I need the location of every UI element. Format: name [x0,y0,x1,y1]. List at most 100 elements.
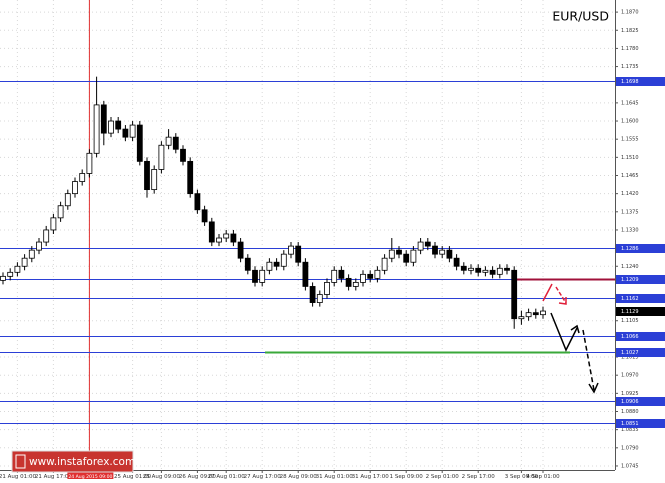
x-tick-label: 31 Aug 17:00 [352,474,390,479]
x-tick-label: 24 Aug 2015 09:00 [68,474,112,479]
level-label: 1.1027 [621,350,639,356]
candle-body [352,282,359,287]
candle-body [367,273,374,279]
x-tick-label: 31 Aug 01:00 [316,474,354,479]
candle-body [432,245,438,255]
candle-body [511,269,518,320]
x-tick-label: 27 Aug 17:00 [244,474,282,479]
y-tick-label: 1.1105 [621,318,639,324]
candle-body [86,152,93,174]
candle-body [201,209,208,223]
candle-body [57,205,64,219]
candle-body [374,269,381,279]
candle-body [410,249,417,263]
level-label-box [616,275,665,284]
level-label-box [616,332,665,341]
y-tick-label: 1.1555 [621,137,639,143]
y-tick-label: 1.1645 [621,100,639,106]
y-tick-label: 1.1870 [621,10,639,16]
x-tick-label: 21 Aug 17:00 [35,474,73,479]
candle-body [259,269,266,283]
x-tick-label: 4 Sep 01:00 [526,474,560,479]
candle-body [280,253,287,267]
candle-body [468,267,474,271]
y-tick-label: 1.0970 [621,373,639,379]
watermark-logo [15,454,26,469]
candle-body [482,269,489,273]
y-tick-label: 1.1420 [621,191,639,197]
level-label-box [616,294,665,303]
candle-body [230,233,237,243]
x-tick-label: 27 Aug 01:00 [208,474,246,479]
candle-body [388,249,395,259]
y-tick-label: 1.0835 [621,427,639,433]
candle-body [381,257,388,271]
candle-body [0,275,6,281]
candle-body [453,257,460,267]
y-tick-label: 1.1015 [621,355,639,361]
candle-body [115,120,122,130]
candle-body [252,269,258,283]
candle-body [403,253,410,263]
y-tick-label: 1.1510 [621,155,639,161]
candle-body [540,310,546,316]
candle-body [208,221,215,243]
candle-body [129,124,136,138]
level-label-box [616,307,665,316]
candle-body [518,316,525,320]
watermark: www.instaforex.com [11,450,135,473]
candle-body [266,261,273,271]
forecast-arrows [542,283,599,394]
y-tick-label: 1.1735 [621,64,639,70]
candle-body [360,273,366,283]
level-label: 1.0906 [621,399,639,405]
x-tick-label: 25 Aug 09:00 [143,474,181,479]
y-tick-label: 1.1780 [621,46,639,52]
x-tick-label: 3 Sep 09:00 [505,474,539,479]
candle-body [324,282,330,295]
candle-body [172,136,179,150]
level-label-box [616,244,665,253]
candle-body [460,265,467,271]
level-label: 1.1129 [621,309,639,315]
y-tick-label: 1.0925 [621,391,639,397]
candle-body [180,148,186,162]
candle-body [36,241,42,251]
candle-body [532,312,539,316]
candle-body [424,241,431,247]
y-tick-label: 1.1600 [621,119,639,125]
candle-body [144,160,150,191]
candle-body [100,104,107,134]
level-label: 1.1286 [621,246,639,252]
watermark-box [11,450,134,473]
candle-body [158,144,165,170]
candle-body [28,249,35,259]
candle-body [273,261,280,267]
y-tick-label: 1.0880 [621,409,639,415]
candle-body [396,249,402,255]
watermark-text: www.instaforex.com [29,456,135,468]
level-label: 1.1209 [621,277,639,283]
y-tick-label: 1.0790 [621,445,639,451]
candle-body [489,269,496,275]
y-tick-label: 1.1375 [621,209,639,215]
candle-body [216,237,222,243]
candle-body [72,181,78,195]
candle-body [43,229,50,243]
candle-body [525,312,532,318]
y-tick-label: 1.1240 [621,264,639,270]
x-tick-label: 2 Sep 17:00 [462,474,496,479]
candle-body [338,269,345,279]
candle-body [165,136,172,146]
candle-body [7,271,14,277]
x-tick-label: 2 Sep 01:00 [426,474,460,479]
y-tick-label: 1.1465 [621,173,639,179]
candle-body [302,261,309,287]
candle-body [446,249,453,259]
level-label: 1.1066 [621,334,639,340]
cursor-label-box [67,472,114,480]
x-tick-label: 28 Aug 09:00 [280,474,318,479]
candle-body [417,241,424,251]
